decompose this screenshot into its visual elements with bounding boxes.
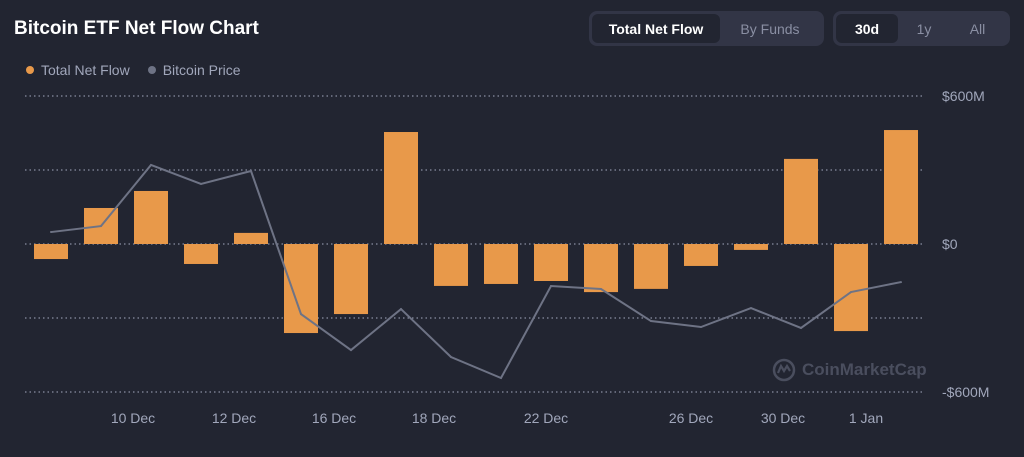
range-toggle: 30d 1y All xyxy=(833,11,1010,46)
y-tick-label: $0 xyxy=(942,236,958,252)
bitcoin-price-point[interactable] xyxy=(850,291,852,294)
bitcoin-price-point[interactable] xyxy=(50,231,52,234)
net-flow-bar[interactable] xyxy=(684,244,718,266)
x-tick-label: 1 Jan xyxy=(849,410,883,426)
net-flow-bar[interactable] xyxy=(184,244,218,264)
bitcoin-price-point[interactable] xyxy=(500,377,502,379)
net-flow-bar[interactable] xyxy=(584,244,618,293)
x-tick-label: 16 Dec xyxy=(312,410,356,426)
view-toggle: Total Net Flow By Funds xyxy=(589,11,824,46)
bitcoin-price-point[interactable] xyxy=(550,285,552,288)
bitcoin-price-line xyxy=(50,163,902,380)
net-flow-bar[interactable] xyxy=(234,232,268,244)
bitcoin-price-point[interactable] xyxy=(650,320,652,323)
bitcoin-price-point[interactable] xyxy=(400,308,402,311)
net-flow-bar[interactable] xyxy=(134,190,168,244)
x-tick-label: 10 Dec xyxy=(111,410,155,426)
net-flow-bar[interactable] xyxy=(734,244,768,250)
x-tick-label: 22 Dec xyxy=(524,410,568,426)
net-flow-bar[interactable] xyxy=(384,132,418,244)
bitcoin-price-point[interactable] xyxy=(300,313,302,316)
bitcoin-price-point[interactable] xyxy=(700,326,702,329)
chart-legend: Total Net Flow Bitcoin Price xyxy=(26,62,241,78)
bitcoin-price-point[interactable] xyxy=(250,169,252,172)
net-flow-bar[interactable] xyxy=(834,244,868,332)
net-flow-bar[interactable] xyxy=(784,158,818,244)
bitcoin-price-point[interactable] xyxy=(800,326,802,329)
price-dot-icon xyxy=(147,66,156,74)
net-flow-bar[interactable] xyxy=(434,244,468,286)
net-flow-bar[interactable] xyxy=(884,130,918,244)
tab-by-funds[interactable]: By Funds xyxy=(740,20,800,37)
bitcoin-price-point[interactable] xyxy=(200,182,202,185)
range-1y[interactable]: 1y xyxy=(916,20,932,37)
x-tick-label: 18 Dec xyxy=(412,410,456,426)
net-flow-bar[interactable] xyxy=(634,244,668,289)
bitcoin-price-point[interactable] xyxy=(750,307,752,310)
bitcoin-price-point[interactable] xyxy=(150,164,152,166)
x-tick-label: 26 Dec xyxy=(669,410,713,426)
tab-total-net-flow[interactable]: Total Net Flow xyxy=(592,14,720,43)
net-flow-bar[interactable] xyxy=(34,244,68,260)
y-tick-label: -$600M xyxy=(942,384,989,400)
net-flow-bar[interactable] xyxy=(284,244,318,334)
bitcoin-price-point[interactable] xyxy=(600,288,602,291)
y-tick-label: $600M xyxy=(942,88,985,104)
legend-item-bitcoin-price[interactable]: Bitcoin Price xyxy=(147,62,241,78)
bitcoin-price-point[interactable] xyxy=(450,356,452,359)
bitcoin-price-point[interactable] xyxy=(100,225,102,228)
x-tick-label: 12 Dec xyxy=(212,410,256,426)
range-all[interactable]: All xyxy=(969,20,986,37)
net-flow-bar[interactable] xyxy=(334,244,368,315)
watermark-text: CoinMarketCap xyxy=(802,360,927,379)
page-title: Bitcoin ETF Net Flow Chart xyxy=(14,18,259,39)
net-flow-bar[interactable] xyxy=(484,244,518,284)
legend-label: Bitcoin Price xyxy=(162,62,241,78)
bitcoin-price-point[interactable] xyxy=(350,349,352,352)
range-30d[interactable]: 30d xyxy=(836,14,898,43)
legend-item-net-flow[interactable]: Total Net Flow xyxy=(26,62,130,78)
coinmarketcap-watermark: CoinMarketCap xyxy=(772,358,927,382)
coinmarketcap-logo-icon xyxy=(772,358,796,382)
bitcoin-price-point[interactable] xyxy=(900,281,902,284)
x-tick-label: 30 Dec xyxy=(761,410,805,426)
net-flow-dot-icon xyxy=(26,66,34,74)
legend-label: Total Net Flow xyxy=(41,62,130,78)
net-flow-bar[interactable] xyxy=(534,244,568,281)
